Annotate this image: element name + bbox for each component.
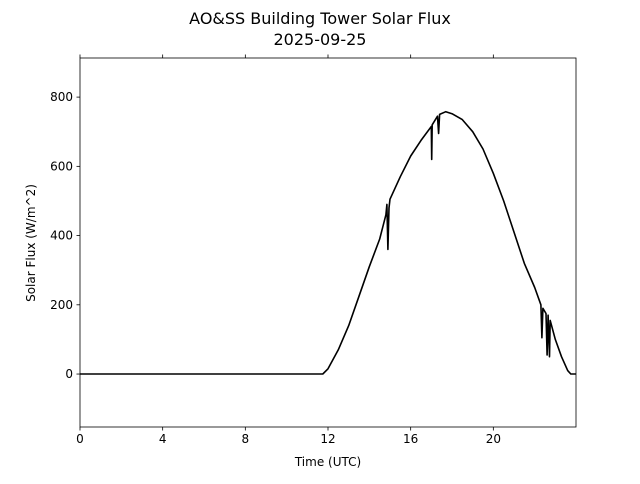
x-tick-label: 4 (159, 432, 167, 446)
chart-subtitle: 2025-09-25 (274, 30, 367, 49)
y-tick-label: 800 (50, 90, 73, 104)
y-tick-label: 200 (50, 298, 73, 312)
y-tick-label: 600 (50, 159, 73, 173)
x-tick-label: 0 (76, 432, 84, 446)
x-tick-label: 8 (242, 432, 250, 446)
y-tick-label: 0 (65, 367, 73, 381)
series-line-0 (80, 110, 576, 375)
y-tick-label: 400 (50, 229, 73, 243)
x-tick-label: 16 (403, 432, 418, 446)
chart-title: AO&SS Building Tower Solar Flux (189, 9, 451, 28)
x-axis-label: Time (UTC) (294, 455, 361, 469)
y-axis-label: Solar Flux (W/m^2) (24, 184, 38, 302)
x-tick-label: 12 (320, 432, 335, 446)
plot-frame (79, 57, 577, 428)
x-tick-label: 20 (486, 432, 501, 446)
